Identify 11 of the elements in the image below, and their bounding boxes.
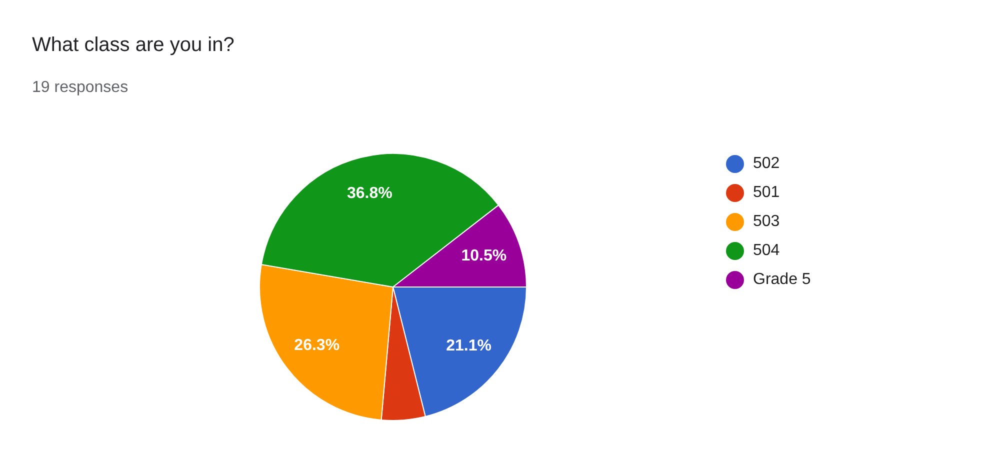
data-label: 21.1% <box>446 338 492 355</box>
legend-label: 504 <box>753 242 780 260</box>
data-label: 26.3% <box>294 337 340 354</box>
data-label: 36.8% <box>346 185 392 202</box>
text: 19 responses <box>32 79 128 97</box>
legend-label: 501 <box>753 184 780 202</box>
data-label: 10.5% <box>461 247 507 264</box>
chart-title: What class are you in? <box>32 34 234 57</box>
legend-label: 503 <box>753 212 780 230</box>
legend-label: Grade 5 <box>753 270 811 288</box>
legend-label: 502 <box>753 154 780 172</box>
